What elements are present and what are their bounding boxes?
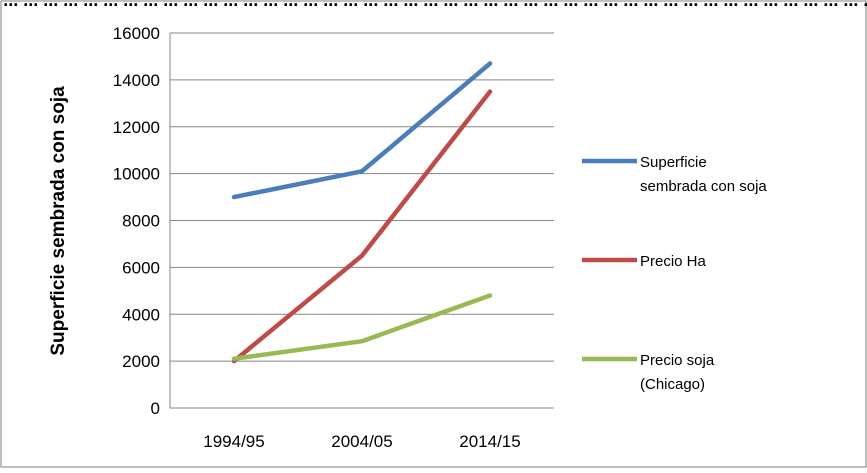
y-tick-label: 12000 [113,118,160,137]
legend-label: Precio Ha [640,253,707,270]
x-tick-label: 2014/15 [459,432,520,451]
legend: Superficie sembrada con soja Precio Ha Prec… [582,154,767,393]
legend-label: Precio soja [640,352,715,369]
series-line-1 [231,61,493,200]
legend-label: (Chicago) [640,376,705,393]
y-tick-label: 10000 [113,165,160,184]
y-axis-tick-labels: 0 2000 4000 6000 8000 10000 12000 14000 16000 [113,24,160,418]
y-tick-label: 2000 [122,352,160,371]
series-line-2 [231,89,493,364]
y-tick-label: 14000 [113,71,160,90]
x-tick-label: 2004/05 [331,432,392,451]
series-lines [231,61,493,364]
y-tick-label: 6000 [122,258,160,277]
series-line-3 [231,293,493,362]
x-tick-label: 1994/95 [203,432,264,451]
y-axis-label: Superficie sembrada con soja [48,86,69,356]
legend-label: sembrada con soja [640,178,767,195]
cut-off-header-text: ...y... (...) ... ... ... ... ... ... ..… [0,0,867,10]
legend-label: Superficie [640,154,707,171]
x-axis-tick-labels: 1994/95 2004/05 2014/15 [203,432,520,451]
y-tick-label: 16000 [113,24,160,43]
y-tick-label: 0 [151,399,160,418]
y-tick-label: 8000 [122,212,160,231]
y-tick-label: 4000 [122,305,160,324]
